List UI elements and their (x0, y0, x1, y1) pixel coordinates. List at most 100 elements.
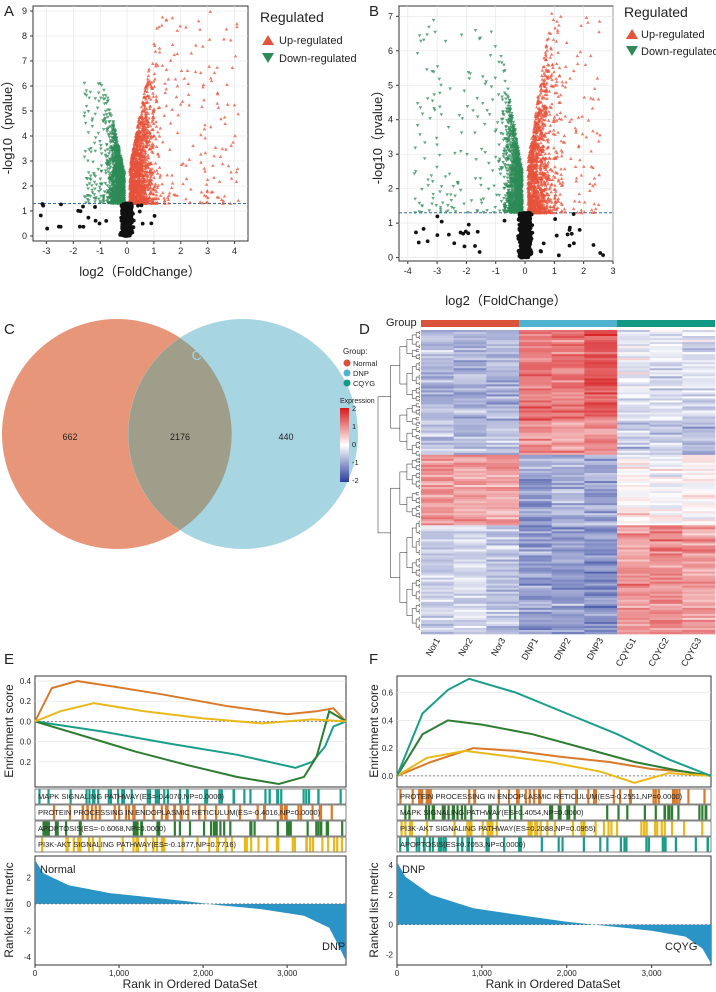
up-point (139, 189, 143, 193)
up-point (145, 177, 149, 181)
up-point (202, 127, 207, 131)
up-point (129, 184, 134, 189)
up-point (149, 144, 154, 148)
ns-point (124, 201, 129, 206)
up-point (137, 198, 142, 202)
volcano-a-xlabel: log2（FoldChange） (79, 264, 200, 279)
down-point (82, 111, 87, 115)
down-point (89, 147, 93, 151)
up-point (211, 163, 215, 167)
down-point (115, 143, 120, 147)
up-point (146, 187, 150, 192)
up-point (138, 196, 143, 200)
up-point (137, 117, 141, 121)
up-point (160, 23, 164, 27)
up-point (153, 182, 158, 186)
up-point (129, 157, 134, 161)
down-point (103, 109, 108, 113)
panel-label-a: A (4, 3, 14, 20)
panel-label-c: C (4, 321, 15, 338)
legend-a-title: Regulated (260, 9, 324, 25)
down-point (106, 96, 110, 100)
up-point (157, 46, 162, 50)
down-point (92, 141, 97, 145)
down-point (122, 199, 127, 203)
ns-point (140, 221, 145, 226)
up-point (163, 81, 167, 85)
up-point (234, 179, 239, 183)
down-point (108, 171, 112, 176)
down-point (111, 176, 116, 180)
down-point (108, 184, 113, 189)
up-point (169, 186, 174, 190)
down-point (108, 177, 112, 181)
up-point (181, 182, 185, 186)
up-point (143, 115, 148, 119)
up-point (135, 194, 140, 198)
up-point (216, 105, 221, 109)
down-point (113, 145, 117, 149)
ns-point (128, 205, 133, 210)
up-point (130, 195, 135, 199)
up-point (208, 125, 213, 129)
up-point (204, 194, 209, 198)
up-point (128, 181, 133, 185)
up-point (148, 132, 152, 136)
ns-point (45, 226, 50, 231)
down-point (112, 180, 116, 184)
up-point (194, 43, 198, 47)
down-point (116, 201, 121, 205)
up-point (140, 137, 144, 141)
up-point (176, 113, 181, 117)
up-point (153, 49, 158, 53)
down-point (108, 125, 112, 129)
ns-point (139, 203, 144, 208)
up-point (140, 175, 145, 180)
up-point (198, 71, 203, 75)
down-point (105, 158, 109, 162)
up-point (148, 146, 153, 151)
up-point (133, 174, 137, 179)
up-point (149, 197, 154, 201)
up-point (205, 200, 210, 204)
up-point (150, 167, 154, 171)
down-point (116, 160, 121, 164)
down-point (105, 184, 110, 188)
down-point (99, 152, 104, 156)
up-point (221, 199, 226, 203)
up-point (145, 142, 149, 146)
down-point (85, 193, 90, 198)
down-point (99, 84, 104, 88)
up-point (170, 181, 175, 185)
up-point (139, 192, 144, 196)
up-point (134, 139, 139, 143)
up-point (142, 106, 147, 110)
up-point (196, 19, 201, 23)
up-point (131, 175, 135, 179)
up-point (222, 115, 227, 119)
up-point (129, 187, 133, 191)
down-point (108, 193, 113, 197)
volcano-a-legend: Regulated Up-regulated Down-regulated (260, 9, 357, 65)
up-point (131, 172, 136, 176)
up-point (220, 162, 225, 166)
up-point (145, 89, 149, 93)
up-point (150, 61, 155, 65)
up-point (141, 102, 146, 107)
panel-label-b: B (369, 3, 379, 20)
up-point (201, 85, 205, 89)
down-point (105, 130, 110, 134)
down-point (105, 99, 110, 104)
up-point (173, 77, 178, 81)
up-point (215, 65, 219, 69)
down-point (97, 185, 102, 189)
down-point (106, 167, 110, 171)
down-point (118, 190, 123, 194)
up-point (182, 76, 187, 80)
up-point (147, 160, 151, 164)
up-point (134, 133, 139, 137)
up-point (180, 99, 185, 103)
down-point (94, 196, 98, 200)
up-point (136, 168, 141, 172)
up-point (205, 190, 210, 194)
